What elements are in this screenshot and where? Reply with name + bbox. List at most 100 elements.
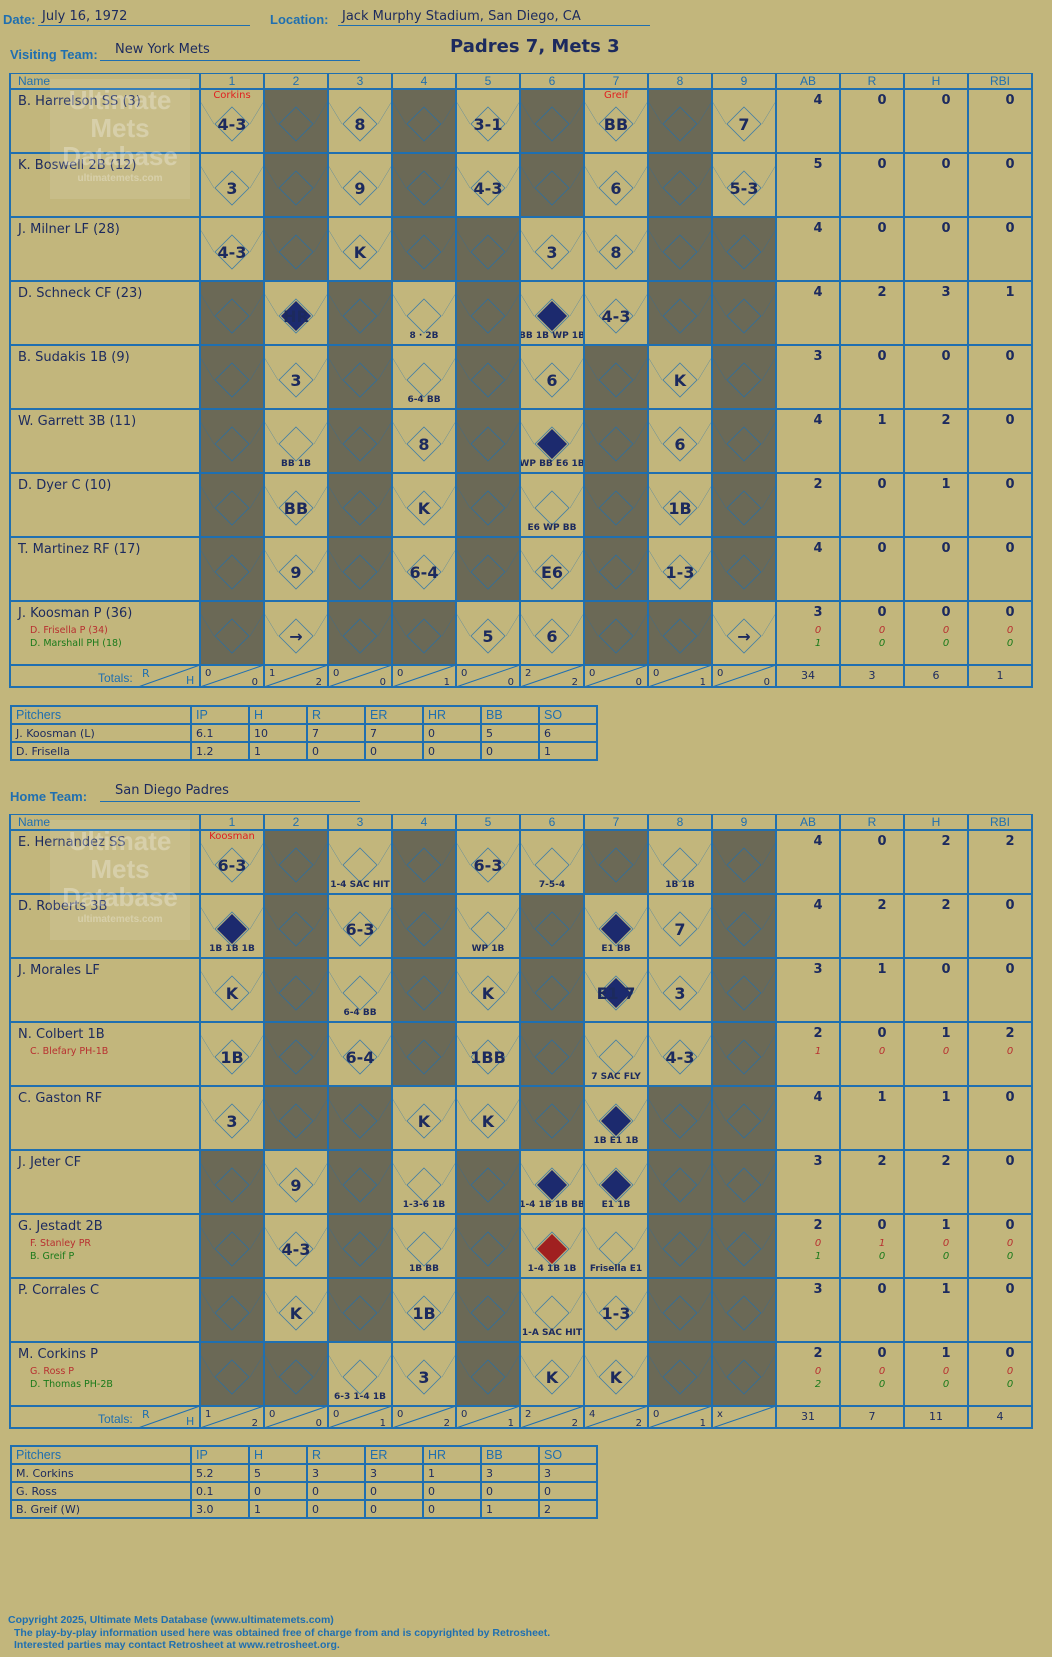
home-team-name: San Diego Padres [115,783,229,798]
visiting-pitcher-stat: 7 [364,723,424,743]
visiting-stat: 3 [813,605,822,620]
home-shaded-cell [520,1086,584,1150]
home-stat: 1 [941,1090,950,1105]
visiting-stat: 0 [941,349,950,364]
home-diamond [406,1231,442,1267]
home-sub-stat: 0 [879,1046,885,1057]
home-stat: 0 [877,834,886,849]
home-play-notation: 1-4 1B 1B [528,1264,577,1274]
home-sub-stat: 0 [1007,1251,1013,1262]
home-diamond [214,1359,250,1395]
visiting-diamond [662,362,698,398]
visiting-play-notation: BB 1B WP 1B [519,331,585,341]
home-player-name: N. Colbert 1B [18,1027,105,1042]
home-diamond [726,847,762,883]
visiting-inning-hits: 1 [444,677,450,688]
home-shaded-cell [648,1342,712,1406]
visiting-pitcher-stat: 6 [538,723,598,743]
visiting-stat: 0 [877,93,886,108]
home-diamond [598,1359,634,1395]
visiting-diamond [278,490,314,526]
visiting-stat: 0 [1005,157,1014,172]
home-play-notation: 1-A SAC HIT [522,1328,583,1338]
visiting-diamond [598,618,634,654]
home-diamond [598,975,634,1011]
visiting-stat: 4 [813,93,822,108]
visiting-play-notation: E6 [541,563,563,582]
home-diamond [534,1231,570,1267]
home-play-notation: K [546,1368,559,1387]
visiting-inning-runs: 0 [461,668,467,679]
home-diamond [726,1231,762,1267]
visiting-player-name: B. Sudakis 1B (9) [18,350,130,365]
visiting-stat: 2 [941,413,950,428]
home-play-notation: 6-3 [218,856,247,875]
svg-text:Mets: Mets [90,113,149,143]
home-play-notation: K [610,1368,623,1387]
visiting-shaded-cell [200,601,264,665]
home-sub-stat: 0 [1007,1379,1013,1390]
visiting-pitchers-header: R [306,705,366,725]
home-col-h: H [932,815,941,829]
visiting-stat: 4 [813,221,822,236]
visiting-shaded-cell [712,281,776,345]
visiting-col-rbi: RBI [990,74,1010,88]
visiting-stat: 1 [1005,285,1014,300]
visiting-player-name: B. Harrelson SS (3) [18,94,141,109]
visiting-diamond [470,362,506,398]
home-inning-runs: 0 [653,1409,659,1420]
home-diamond [278,1167,314,1203]
home-play-notation: E1 1B [602,1200,631,1210]
home-inning-hits: 1 [380,1418,386,1429]
visiting-pitcher-stat: 5 [480,723,540,743]
home-shaded-cell [200,1150,264,1214]
home-shaded-cell [712,1022,776,1086]
visiting-col-ab: AB [800,74,816,88]
visiting-pitcher-stat: 0 [364,741,424,761]
home-totals-r: R [142,1408,150,1421]
visiting-diamond [598,170,634,206]
visiting-pitcher-name: J. Koosman (L) [10,723,192,743]
visiting-pitcher-stat: 7 [306,723,366,743]
visiting-shaded-cell [712,473,776,537]
home-pitchers-header: ER [364,1445,424,1465]
home-shaded-cell [712,894,776,958]
home-diamond [534,1359,570,1395]
visiting-stat: 0 [941,541,950,556]
visiting-run-scored [281,301,311,331]
home-shaded-cell [648,1086,712,1150]
visiting-diamond [662,554,698,590]
visiting-stat: 1 [877,413,886,428]
home-diamond [406,1167,442,1203]
home-diamond [534,1039,570,1075]
visiting-col-2: 2 [293,74,300,88]
visiting-stat: 0 [1005,349,1014,364]
visiting-shaded-cell [520,89,584,153]
visiting-diamond [726,234,762,270]
home-inning-runs: 1 [205,1409,211,1420]
visiting-team-name: New York Mets [115,42,210,57]
visiting-play-notation: 6-4 [410,563,439,582]
visiting-run-scored [537,301,567,331]
home-col-7: 7 [613,815,620,829]
home-diamond [342,911,378,947]
home-play-notation: 1BB [470,1048,506,1067]
home-diamond [470,1231,506,1267]
visiting-play-notation: 5 [482,627,493,646]
home-play-notation: 1B 1B 1B [209,944,255,954]
visiting-shaded-cell [200,537,264,601]
visiting-inning-runs: 0 [717,668,723,679]
home-stat: 0 [1005,962,1014,977]
visiting-sub-name: D. Marshall PH (18) [30,638,122,649]
visiting-inning-runs: 0 [653,668,659,679]
home-stat: 4 [813,1090,822,1105]
home-pitcher-name: G. Ross [10,1481,192,1501]
home-play-notation: 1-4 SAC HIT [330,880,390,890]
visiting-pitcher-stat: 1.2 [190,741,250,761]
visiting-diamond [662,106,698,142]
visiting-stat: 2 [813,477,822,492]
visiting-play-notation: 6-4 BB [407,395,440,405]
retrosheet-notice: The play-by-play information used here w… [14,1627,551,1639]
home-play-notation: 3 [226,1112,237,1131]
home-col-9: 9 [741,815,748,829]
